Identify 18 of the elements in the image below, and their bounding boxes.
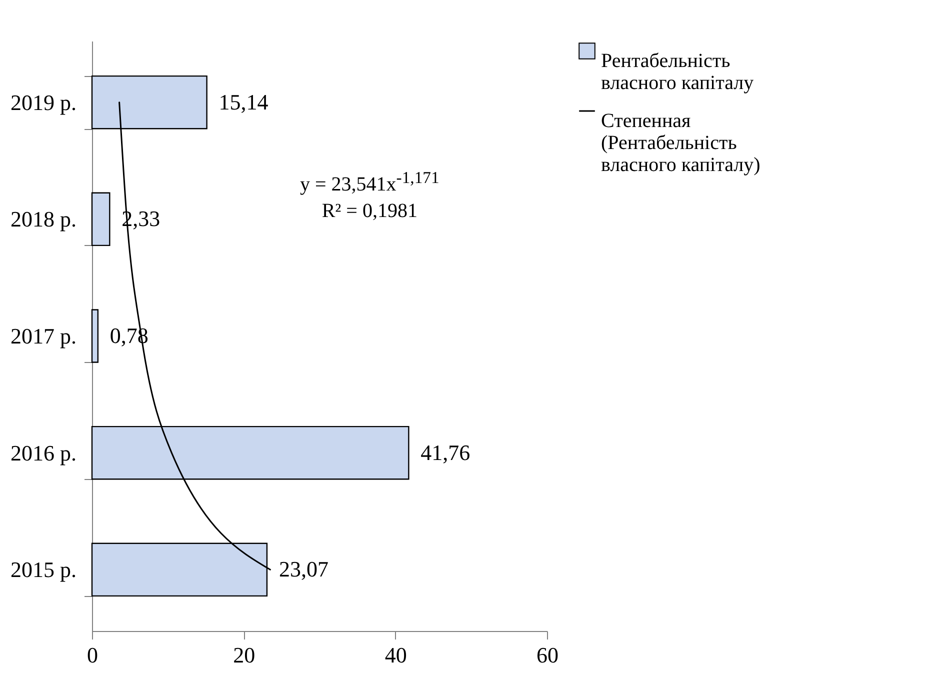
- x-tick-label: 40: [384, 642, 407, 668]
- data-label: 15,14: [218, 89, 268, 114]
- y-tick-label: 2015 р.: [10, 557, 76, 582]
- x-tick-label: 20: [233, 642, 256, 668]
- x-tick-label: 60: [536, 642, 558, 668]
- annotation: y = 23,541x$^{-1,171}$: [300, 167, 440, 198]
- x-tick-label: 0: [87, 642, 98, 668]
- legend-label: Рентабельність власного капіталу: [601, 50, 754, 94]
- y-tick-label: 2017 р.: [10, 324, 76, 348]
- y-tick-label: 2018 р.: [10, 206, 76, 232]
- bar: [91, 309, 99, 363]
- y-tick-label: 2019 р.: [10, 90, 76, 115]
- y-tick-label: 2016 р.: [10, 440, 76, 466]
- bar: [91, 192, 110, 246]
- data-label: 23,07: [278, 556, 328, 582]
- data-label: 41,76: [420, 440, 470, 465]
- legend-label: Степенная (Рентабельність власного капіталу): [601, 110, 760, 176]
- annotation: R² = 0,1981: [320, 198, 418, 224]
